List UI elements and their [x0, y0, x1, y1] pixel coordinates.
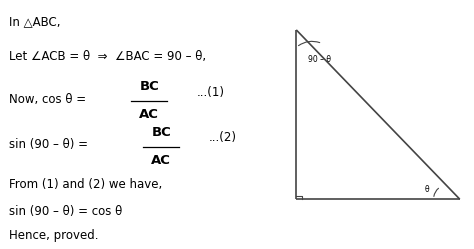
Text: θ: θ [424, 185, 429, 194]
Text: BC: BC [139, 80, 159, 93]
Text: ...(2): ...(2) [209, 131, 237, 144]
Text: Let ∠ACB = θ  ⇒  ∠BAC = 90 – θ,: Let ∠ACB = θ ⇒ ∠BAC = 90 – θ, [9, 50, 207, 63]
Text: Hence, proved.: Hence, proved. [9, 229, 99, 242]
Text: sin (90 – θ) = cos θ: sin (90 – θ) = cos θ [9, 205, 123, 218]
Text: AC: AC [151, 154, 171, 167]
Text: sin (90 – θ) =: sin (90 – θ) = [9, 138, 89, 151]
Text: In △ABC,: In △ABC, [9, 15, 61, 28]
Text: From (1) and (2) we have,: From (1) and (2) we have, [9, 178, 163, 191]
Text: Now, cos θ =: Now, cos θ = [9, 93, 87, 106]
Text: ...(1): ...(1) [197, 86, 225, 99]
Text: BC: BC [151, 126, 171, 139]
Text: AC: AC [139, 108, 159, 121]
Text: 90 – θ: 90 – θ [308, 55, 331, 64]
